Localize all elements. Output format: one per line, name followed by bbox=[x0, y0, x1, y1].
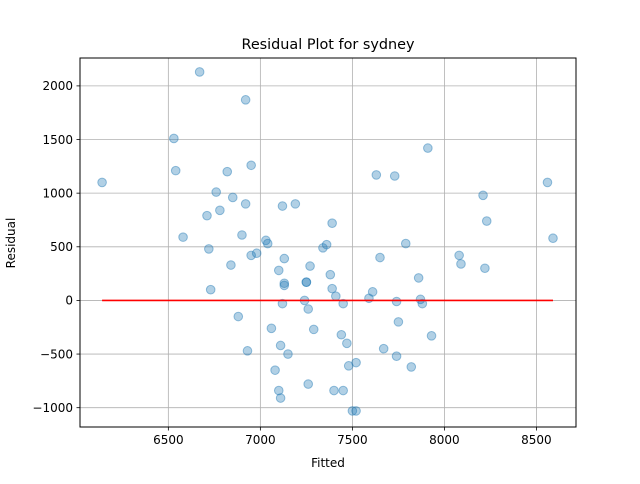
x-axis-ticks: 6500 7000 7500 8000 8500 bbox=[153, 427, 552, 447]
y-axis-label: Residual bbox=[4, 218, 18, 269]
data-point bbox=[273, 385, 284, 396]
data-point bbox=[331, 291, 341, 301]
data-point bbox=[351, 406, 361, 416]
data-point bbox=[251, 248, 262, 259]
data-point bbox=[266, 323, 277, 334]
x-tick-label: 6500 bbox=[153, 433, 184, 447]
data-point bbox=[478, 190, 488, 201]
data-point bbox=[548, 233, 558, 244]
data-point bbox=[417, 298, 428, 309]
data-point bbox=[97, 177, 107, 188]
data-point bbox=[283, 349, 293, 359]
data-point bbox=[347, 406, 358, 416]
data-point bbox=[351, 357, 361, 368]
data-point bbox=[378, 343, 389, 354]
data-point bbox=[423, 143, 433, 153]
data-point bbox=[329, 385, 339, 396]
chart-title: Residual Plot for sydney bbox=[241, 37, 415, 53]
data-point bbox=[237, 230, 247, 240]
x-tick-label: 7500 bbox=[337, 433, 368, 447]
data-point bbox=[480, 263, 490, 274]
plot-area-frame bbox=[79, 57, 577, 428]
data-point bbox=[277, 298, 288, 309]
y-tick-label: 1500 bbox=[42, 133, 73, 147]
data-point bbox=[375, 252, 385, 263]
y-tick-label: 1000 bbox=[42, 186, 73, 200]
data-point bbox=[301, 277, 312, 287]
data-point bbox=[389, 171, 400, 181]
data-point bbox=[215, 205, 225, 216]
data-point bbox=[400, 238, 411, 249]
data-point bbox=[303, 304, 314, 314]
data-point bbox=[415, 294, 426, 305]
data-point bbox=[240, 199, 251, 209]
data-point bbox=[240, 95, 251, 105]
data-point bbox=[270, 365, 280, 375]
data-point bbox=[393, 317, 404, 327]
data-point bbox=[205, 284, 216, 295]
data-point bbox=[338, 298, 348, 309]
data-point bbox=[275, 393, 286, 403]
data-point bbox=[343, 361, 354, 371]
data-point bbox=[290, 199, 301, 209]
data-point bbox=[226, 260, 236, 270]
y-tick-label: 0 bbox=[65, 294, 73, 308]
data-point bbox=[211, 187, 221, 197]
data-point bbox=[481, 216, 492, 226]
data-point bbox=[279, 253, 290, 264]
y-axis-ticks: −1000 −500 0 500 1000 1500 2000 bbox=[32, 79, 80, 415]
data-point bbox=[178, 232, 188, 242]
data-point bbox=[321, 239, 332, 250]
data-point bbox=[194, 67, 205, 77]
data-point bbox=[273, 265, 284, 276]
y-tick-label: −1000 bbox=[32, 401, 73, 415]
data-point bbox=[262, 238, 273, 249]
data-point bbox=[367, 287, 378, 297]
data-point bbox=[202, 210, 212, 221]
data-point bbox=[371, 170, 382, 180]
data-point bbox=[275, 340, 286, 351]
data-point bbox=[426, 331, 437, 341]
x-tick-label: 8500 bbox=[521, 433, 552, 447]
data-point bbox=[325, 269, 336, 280]
data-point bbox=[391, 351, 402, 362]
data-point bbox=[170, 165, 181, 176]
data-point bbox=[246, 160, 256, 171]
data-point bbox=[246, 250, 256, 261]
data-point bbox=[338, 385, 348, 396]
data-point bbox=[227, 192, 238, 203]
x-tick-label: 8000 bbox=[429, 433, 460, 447]
data-point bbox=[277, 201, 288, 211]
x-axis-label: Fitted bbox=[311, 456, 345, 470]
data-point bbox=[318, 243, 328, 253]
data-point bbox=[342, 338, 352, 349]
y-tick-label: −500 bbox=[40, 347, 73, 361]
x-tick-label: 7000 bbox=[245, 433, 276, 447]
data-point bbox=[327, 218, 337, 228]
y-tick-label: 500 bbox=[50, 240, 73, 254]
data-point bbox=[279, 280, 290, 291]
data-point bbox=[413, 273, 424, 283]
data-point bbox=[222, 166, 233, 177]
data-point bbox=[327, 283, 337, 294]
y-tick-label: 2000 bbox=[42, 79, 73, 93]
data-point bbox=[233, 311, 244, 322]
data-point bbox=[305, 261, 315, 271]
data-point bbox=[204, 244, 214, 254]
data-point bbox=[406, 362, 417, 372]
data-point bbox=[279, 278, 290, 289]
data-point bbox=[454, 250, 464, 261]
data-point bbox=[391, 296, 402, 307]
data-point bbox=[542, 177, 553, 188]
data-point bbox=[261, 235, 271, 246]
data-point bbox=[301, 277, 312, 287]
data-point bbox=[456, 259, 466, 269]
data-point bbox=[308, 324, 319, 335]
data-point bbox=[242, 346, 253, 356]
data-point bbox=[336, 329, 347, 340]
data-point bbox=[169, 133, 179, 144]
data-point bbox=[303, 379, 314, 389]
